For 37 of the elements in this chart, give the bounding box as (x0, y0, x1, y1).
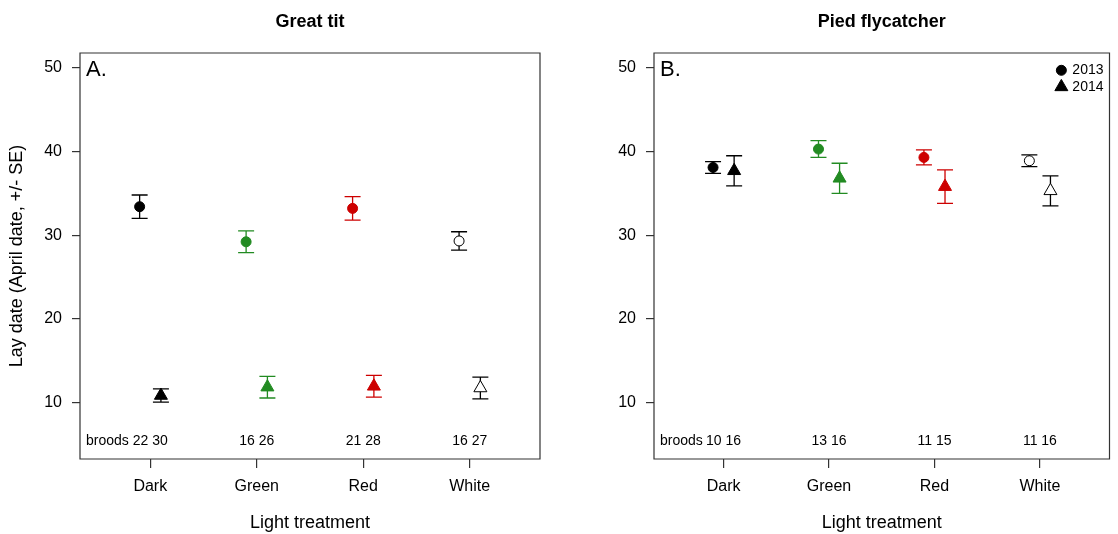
y-tick-label: 50 (618, 58, 637, 76)
annotation: 21 28 (345, 431, 381, 448)
x-tick-label: Red (348, 477, 378, 495)
annotation: 13 16 (811, 431, 847, 448)
annotation: 10 16 (706, 431, 742, 448)
y-tick-label: 10 (44, 392, 63, 410)
x-tick-label: Green (806, 477, 852, 495)
annotation: B. (660, 56, 681, 82)
chart-title: Great tit (275, 10, 345, 31)
annotation: 16 26 (239, 431, 275, 448)
legend-label: 2014 (1072, 77, 1104, 94)
x-tick-label: Dark (706, 477, 742, 495)
chart-title: Pied flycatcher (817, 10, 946, 31)
x-tick-label: White (1019, 477, 1061, 495)
annotation: broods (86, 431, 129, 448)
y-tick-label: 20 (44, 309, 63, 327)
x-tick-label: Dark (133, 477, 169, 495)
y-tick-label: 10 (618, 392, 637, 410)
x-tick-label: Red (919, 477, 950, 495)
x-tick-label: White (449, 477, 491, 495)
x-axis-title: Light treatment (249, 512, 371, 533)
legend-label: 2013 (1072, 61, 1104, 78)
x-axis-title: Light treatment (821, 512, 942, 533)
y-axis-title: Lay date (April date, +/- SE) (5, 144, 26, 368)
annotation: 11 16 (1022, 431, 1058, 448)
annotation: 11 15 (917, 431, 952, 448)
annotation: A. (86, 56, 107, 82)
y-tick-label: 30 (618, 225, 637, 243)
y-tick-label: 40 (618, 141, 637, 159)
annotation: broods (660, 431, 703, 448)
x-tick-label: Green (234, 477, 279, 495)
annotation: 22 30 (132, 431, 168, 448)
y-tick-label: 50 (44, 58, 63, 76)
y-tick-label: 20 (618, 309, 637, 327)
y-tick-label: 40 (44, 141, 63, 159)
y-tick-label: 30 (44, 225, 63, 243)
annotation: 16 27 (452, 431, 488, 448)
